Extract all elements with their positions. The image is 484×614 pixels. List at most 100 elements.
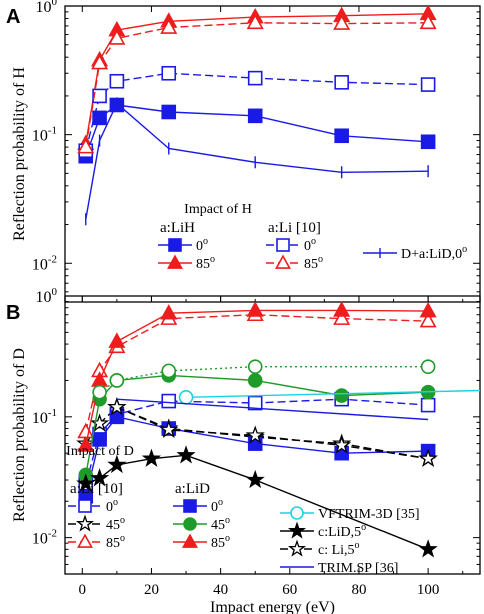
data-point — [419, 301, 437, 318]
legend-degree: o — [120, 515, 125, 526]
legend-label: 85o — [211, 533, 230, 551]
legend-degree: o — [218, 497, 223, 508]
y-tick-base: 10 — [32, 256, 48, 273]
data-point — [161, 363, 177, 379]
series-group — [77, 6, 437, 226]
data-point — [160, 304, 178, 320]
legend-label-text: c: Li,5 — [318, 543, 355, 558]
legend-marker — [275, 254, 291, 269]
data-point — [107, 454, 127, 474]
data-point — [141, 448, 162, 467]
legend-marker — [168, 238, 182, 252]
legend-label: 0o — [196, 236, 208, 254]
y-tick-label: 10-2 — [32, 253, 57, 273]
y-tick-base: 10 — [36, 289, 52, 306]
data-point — [178, 390, 194, 405]
data-point — [246, 13, 264, 30]
data-point — [108, 29, 126, 45]
data-point — [92, 88, 107, 104]
data-point — [246, 301, 264, 317]
legend-label-text: 85 — [196, 257, 210, 272]
y-axis-label: Reflection probability of H — [11, 67, 28, 241]
legend-label: VFTRIM-3D [35] — [318, 507, 420, 522]
data-point — [333, 301, 351, 317]
data-point — [77, 436, 95, 452]
y-tick-label: 100 — [36, 0, 58, 16]
series-group — [76, 301, 480, 558]
panel-label: B — [6, 302, 20, 324]
legend-marker — [77, 533, 93, 548]
legend-marker — [183, 517, 197, 531]
x-tick-label: 60 — [282, 582, 297, 598]
legend-label: 45o — [211, 515, 230, 533]
legend-group-header: a:LiD — [175, 481, 210, 497]
y-tick-base: 10 — [32, 531, 48, 548]
legend-title: Impact of D — [66, 444, 134, 459]
series-line — [99, 366, 429, 393]
data-point — [161, 65, 177, 81]
data-point — [247, 373, 263, 388]
data-point — [419, 311, 437, 328]
data-point — [334, 388, 349, 403]
legend-label: 0o — [106, 497, 118, 515]
legend-label: 85o — [106, 533, 125, 551]
y-tick-base: 10 — [32, 128, 48, 145]
legend-marker — [290, 506, 304, 520]
y-tick-base: 10 — [32, 410, 48, 427]
legend-group-header: a:Li [10] — [70, 481, 123, 497]
legend-group-header: a:LiH — [160, 220, 195, 236]
legend-group-header: a:Li [10] — [268, 220, 321, 236]
data-point — [247, 395, 263, 411]
data-point — [332, 435, 352, 454]
data-point — [245, 469, 265, 489]
series-line — [85, 454, 429, 550]
legend-label-text: 45 — [211, 518, 225, 533]
x-tick-label: 40 — [213, 582, 228, 598]
y-tick-exponent: -1 — [48, 125, 57, 137]
legend-degree: o — [311, 236, 316, 247]
legend-degree: o — [361, 522, 366, 533]
legend-marker — [75, 514, 95, 532]
data-point — [419, 13, 437, 30]
legend-label-text: 0 — [196, 239, 203, 254]
data-point — [333, 309, 351, 325]
data-point — [107, 397, 127, 416]
plot-frame — [64, 5, 481, 303]
data-point — [161, 104, 177, 120]
x-tick-label: 0 — [79, 582, 87, 598]
data-point — [420, 397, 436, 413]
data-point — [109, 373, 125, 388]
legend-label-text: 0 — [304, 239, 311, 254]
legend-label: D+a:LiD,0o — [401, 244, 467, 262]
legend-marker — [183, 499, 197, 513]
legend-label: 45o — [106, 515, 125, 533]
data-point — [247, 359, 263, 374]
series-line — [85, 374, 429, 476]
data-point — [109, 73, 125, 89]
legend-degree: o — [113, 497, 118, 508]
data-point — [334, 75, 349, 90]
legend-degree: o — [355, 540, 360, 551]
legend-label-text: D+a:LiD,0 — [401, 247, 462, 262]
series-line — [116, 398, 429, 421]
data-point — [89, 468, 110, 487]
legend-label: 85o — [196, 254, 215, 272]
legend-marker — [182, 533, 198, 548]
legend-label-text: 0 — [106, 500, 113, 515]
legend-label: TRIM.SP [36] — [318, 561, 398, 576]
data-point — [92, 110, 107, 126]
series-line — [185, 389, 480, 398]
data-point — [334, 128, 349, 144]
legend-marker — [78, 499, 92, 513]
y-tick-label: 10-1 — [32, 407, 57, 427]
data-point — [418, 448, 438, 467]
legend-marker — [287, 539, 307, 557]
legend-label: 0o — [304, 236, 316, 254]
legend-label-text: 0 — [211, 500, 218, 515]
legend-label-text: 85 — [304, 257, 318, 272]
legend-degree: o — [225, 515, 230, 526]
data-point — [91, 53, 109, 70]
legend-label: 0o — [211, 497, 223, 515]
y-tick-label: 10-2 — [32, 528, 57, 548]
